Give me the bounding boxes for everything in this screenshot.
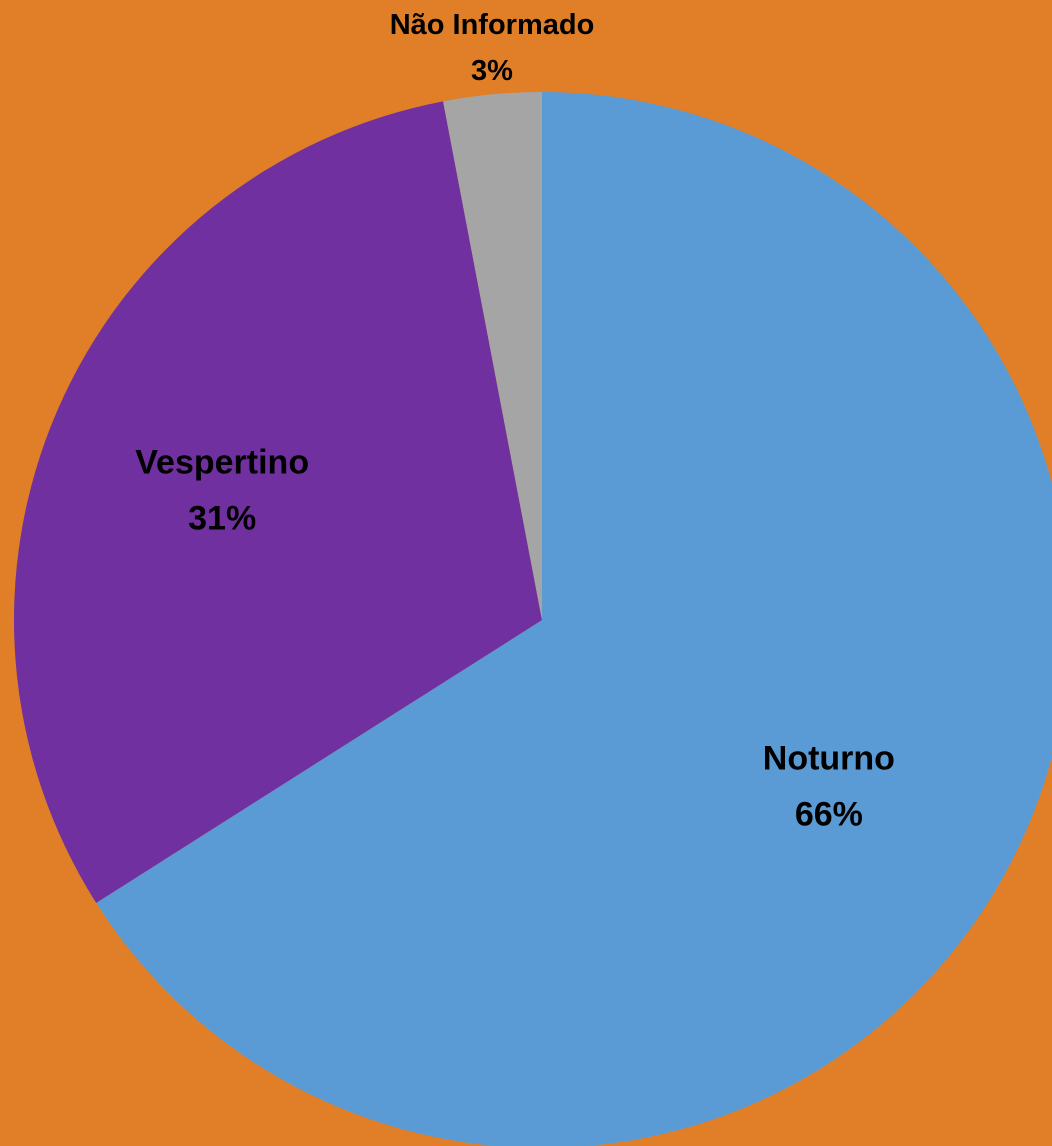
slice-percent-noturno: 66% — [795, 796, 863, 834]
slice-label-n-o-informado: Não Informado — [390, 9, 595, 41]
pie-slices — [14, 92, 1052, 1146]
slice-label-noturno: Noturno — [763, 740, 895, 778]
slice-percent-n-o-informado: 3% — [471, 55, 513, 87]
slice-label-vespertino: Vespertino — [135, 444, 309, 482]
slice-percent-vespertino: 31% — [188, 500, 256, 538]
